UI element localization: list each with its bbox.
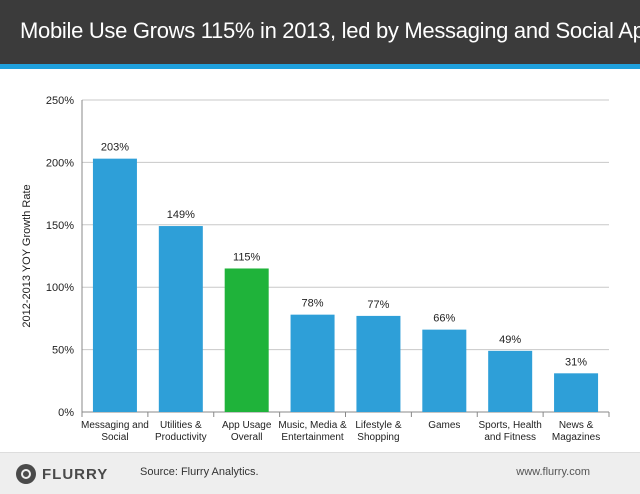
bar	[158, 226, 203, 412]
bar-value-label: 77%	[367, 299, 389, 311]
bar	[224, 268, 269, 412]
flurry-logo: FLURRY	[16, 464, 108, 484]
bar	[488, 350, 533, 412]
category-label: Messaging and Social	[81, 420, 149, 443]
category-label: App Usage Overall	[222, 420, 272, 443]
bar-value-label: 203%	[101, 142, 129, 154]
y-tick-label: 0%	[58, 407, 74, 419]
category-label: Games	[428, 420, 460, 431]
y-axis-title: 2012-2013 YOY Growth Rate	[21, 184, 33, 327]
category-label-line: Entertainment	[281, 432, 343, 443]
bar	[422, 329, 467, 412]
category-label-line: Shopping	[357, 432, 399, 443]
flurry-logo-icon	[16, 464, 36, 484]
bar-value-label: 66%	[433, 313, 455, 325]
category-label: Sports, Health and Fitness	[479, 420, 542, 443]
category-label-line: Sports, Health	[479, 420, 542, 431]
y-tick-label: 200%	[46, 157, 74, 169]
category-label-line: News &	[559, 420, 594, 431]
y-tick-label: 100%	[46, 282, 74, 294]
y-tick-label: 150%	[46, 220, 74, 232]
bar-value-label: 49%	[499, 334, 521, 346]
category-label: Utilities & Productivity	[155, 420, 207, 443]
category-label-line: Games	[428, 420, 460, 431]
bar-value-label: 149%	[167, 209, 195, 221]
header-bar: Mobile Use Grows 115% in 2013, led by Me…	[0, 0, 640, 64]
category-label-line: Messaging and	[81, 420, 149, 431]
bar	[290, 314, 335, 412]
flurry-logo-text: FLURRY	[42, 465, 109, 483]
category-label: Lifestyle & Shopping	[355, 420, 401, 443]
footer-bar: FLURRY Source: Flurry Analytics. www.flu…	[0, 452, 640, 494]
category-label-line: and Fitness	[484, 432, 536, 443]
y-tick-label: 250%	[46, 95, 74, 107]
category-label-line: Music, Media &	[278, 420, 347, 431]
category-label: News & Magazines	[552, 420, 600, 443]
source-note: Source: Flurry Analytics.	[140, 466, 259, 478]
category-label-line: Productivity	[155, 432, 207, 443]
bar-value-label: 31%	[565, 356, 587, 368]
category-label-line: App Usage	[222, 420, 272, 431]
site-url: www.flurry.com	[516, 466, 590, 478]
category-label: Music, Media & Entertainment	[278, 420, 347, 443]
bar-value-label: 115%	[233, 251, 261, 263]
page-title: Mobile Use Grows 115% in 2013, led by Me…	[20, 18, 640, 43]
bar	[554, 373, 599, 412]
header-stripe	[0, 64, 640, 69]
category-label-line: Lifestyle &	[355, 420, 401, 431]
category-label-line: Social	[101, 432, 128, 443]
bar-chart: 0% 50% 100% 150% 200% 250% 203% Messaging and So…	[21, 95, 610, 443]
bar	[356, 315, 401, 412]
bar-value-label: 78%	[302, 298, 324, 310]
bar	[92, 158, 137, 412]
y-tick-label: 50%	[52, 345, 74, 357]
category-label-line: Utilities &	[160, 420, 202, 431]
category-label-line: Overall	[231, 432, 263, 443]
category-label-line: Magazines	[552, 432, 600, 443]
